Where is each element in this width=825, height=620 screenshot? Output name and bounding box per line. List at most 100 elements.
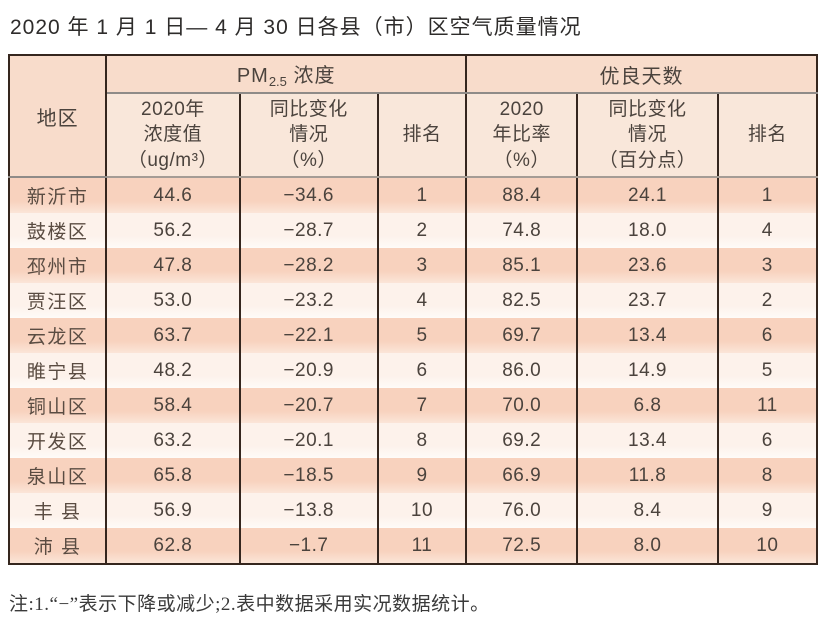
cell-days-rank: 3 <box>716 248 819 283</box>
cell-days-rate: 85.1 <box>465 248 579 283</box>
table-row: 云龙区 63.7 −22.1 5 69.7 13.4 6 <box>7 318 819 353</box>
cell-days-rank: 4 <box>716 213 819 248</box>
cell-days-change: 8.0 <box>576 528 719 564</box>
cell-region: 邳州市 <box>7 248 108 283</box>
cell-pm-value: 53.0 <box>105 283 241 318</box>
column-header-pm-change: 同比变化 情况 （%） <box>238 93 379 178</box>
column-header-days-change: 同比变化 情况 （百分点） <box>576 93 719 178</box>
cell-days-rank: 11 <box>716 388 819 423</box>
cell-days-change: 11.8 <box>576 458 719 493</box>
cell-pm-value: 65.8 <box>105 458 241 493</box>
cell-days-rank: 6 <box>716 318 819 353</box>
cell-region: 沛 县 <box>7 528 108 564</box>
cell-pm-rank: 8 <box>376 423 468 458</box>
header-group-row: 地区 PM2.5 浓度 优良天数 <box>7 55 818 178</box>
cell-pm-value: 47.8 <box>105 248 241 283</box>
page-title: 2020 年 1 月 1 日— 4 月 30 日各县（市）区空气质量情况 <box>10 16 582 39</box>
cell-days-rank: 9 <box>716 493 819 528</box>
table-row: 丰 县 56.9 −13.8 10 76.0 8.4 9 <box>7 493 819 528</box>
cell-pm-rank: 10 <box>376 493 468 528</box>
column-header-pm-value: 2020年 浓度值 （ug/m³） <box>105 93 241 178</box>
cell-pm-rank: 11 <box>376 528 468 564</box>
pm-suffix: 浓度 <box>286 65 336 87</box>
cell-pm-rank: 6 <box>376 353 468 388</box>
cell-days-change: 13.4 <box>576 423 719 458</box>
column-group-good-days: 优良天数 <box>465 55 818 94</box>
cell-days-rank: 6 <box>716 423 819 458</box>
cell-days-rate: 88.4 <box>465 177 579 213</box>
cell-pm-value: 62.8 <box>105 528 241 564</box>
cell-pm-change: −28.7 <box>238 213 379 248</box>
cell-region: 铜山区 <box>7 388 108 423</box>
table-row: 新沂市 44.6 −34.6 1 88.4 24.1 1 <box>7 177 819 213</box>
cell-days-rate: 86.0 <box>465 353 579 388</box>
table-body: 新沂市 44.6 −34.6 1 88.4 24.1 1 鼓楼区 56.2 −28.7 2 74.8 1… <box>7 177 819 564</box>
cell-region: 开发区 <box>7 423 108 458</box>
cell-pm-rank: 3 <box>376 248 468 283</box>
cell-region: 丰 县 <box>7 493 108 528</box>
cell-days-change: 8.4 <box>576 493 719 528</box>
cell-region: 云龙区 <box>7 318 108 353</box>
cell-days-rate: 82.5 <box>465 283 579 318</box>
cell-pm-change: −20.9 <box>238 353 379 388</box>
cell-days-rank: 10 <box>716 528 819 564</box>
cell-days-change: 18.0 <box>576 213 719 248</box>
cell-region: 新沂市 <box>7 177 108 213</box>
column-header-pm-rank: 排名 <box>376 93 468 178</box>
table-row: 沛 县 62.8 −1.7 11 72.5 8.0 10 <box>7 528 819 564</box>
cell-pm-rank: 2 <box>376 213 468 248</box>
cell-pm-change: −28.2 <box>238 248 379 283</box>
cell-pm-change: −18.5 <box>238 458 379 493</box>
cell-days-rank: 1 <box>716 177 819 213</box>
cell-days-rank: 5 <box>716 353 819 388</box>
cell-days-rate: 74.8 <box>465 213 579 248</box>
cell-pm-change: −22.1 <box>238 318 379 353</box>
footnote: 注:1.“−”表示下降或减少;2.表中数据采用实况数据统计。 <box>9 594 490 615</box>
cell-region: 贾汪区 <box>7 283 108 318</box>
cell-days-rate: 69.7 <box>465 318 579 353</box>
table-row: 贾汪区 53.0 −23.2 4 82.5 23.7 2 <box>7 283 819 318</box>
cell-pm-change: −1.7 <box>238 528 379 564</box>
cell-pm-value: 56.2 <box>105 213 241 248</box>
air-quality-table: 地区 PM2.5 浓度 优良天数 2020年 浓度值 （ug/m³） 同比变化 … <box>7 54 819 565</box>
cell-days-change: 23.7 <box>576 283 719 318</box>
cell-days-rate: 66.9 <box>465 458 579 493</box>
cell-days-change: 6.8 <box>576 388 719 423</box>
table-row: 泉山区 65.8 −18.5 9 66.9 11.8 8 <box>7 458 819 493</box>
pm-subscript: 2.5 <box>268 74 287 89</box>
cell-pm-change: −20.7 <box>238 388 379 423</box>
cell-pm-rank: 9 <box>376 458 468 493</box>
cell-days-rate: 70.0 <box>465 388 579 423</box>
cell-region: 泉山区 <box>7 458 108 493</box>
cell-days-rate: 76.0 <box>465 493 579 528</box>
cell-region: 鼓楼区 <box>7 213 108 248</box>
cell-pm-change: −34.6 <box>238 177 379 213</box>
cell-pm-change: −13.8 <box>238 493 379 528</box>
cell-days-change: 24.1 <box>576 177 719 213</box>
cell-days-rate: 72.5 <box>465 528 579 564</box>
cell-pm-value: 56.9 <box>105 493 241 528</box>
cell-region: 睢宁县 <box>7 353 108 388</box>
cell-days-change: 23.6 <box>576 248 719 283</box>
header-sub-row: 2020年 浓度值 （ug/m³） 同比变化 情况 （%） 排名 2020 年比… <box>9 93 819 178</box>
cell-pm-value: 63.7 <box>105 318 241 353</box>
table-row: 鼓楼区 56.2 −28.7 2 74.8 18.0 4 <box>7 213 819 248</box>
cell-pm-change: −20.1 <box>238 423 379 458</box>
table-row: 睢宁县 48.2 −20.9 6 86.0 14.9 5 <box>7 353 819 388</box>
cell-pm-rank: 4 <box>376 283 468 318</box>
column-header-days-rank: 排名 <box>716 93 819 178</box>
cell-pm-rank: 1 <box>376 177 468 213</box>
cell-pm-rank: 7 <box>376 388 468 423</box>
column-header-days-rate: 2020 年比率 （%） <box>465 93 579 178</box>
pm-label: PM <box>236 65 269 87</box>
cell-days-change: 14.9 <box>576 353 719 388</box>
cell-days-rank: 8 <box>716 458 819 493</box>
cell-pm-rank: 5 <box>376 318 468 353</box>
cell-pm-change: −23.2 <box>238 283 379 318</box>
column-group-pm25: PM2.5 浓度 <box>105 55 468 94</box>
column-header-region: 地区 <box>7 55 108 178</box>
cell-pm-value: 58.4 <box>105 388 241 423</box>
cell-pm-value: 44.6 <box>105 177 241 213</box>
table-row: 铜山区 58.4 −20.7 7 70.0 6.8 11 <box>7 388 819 423</box>
cell-days-rate: 69.2 <box>465 423 579 458</box>
